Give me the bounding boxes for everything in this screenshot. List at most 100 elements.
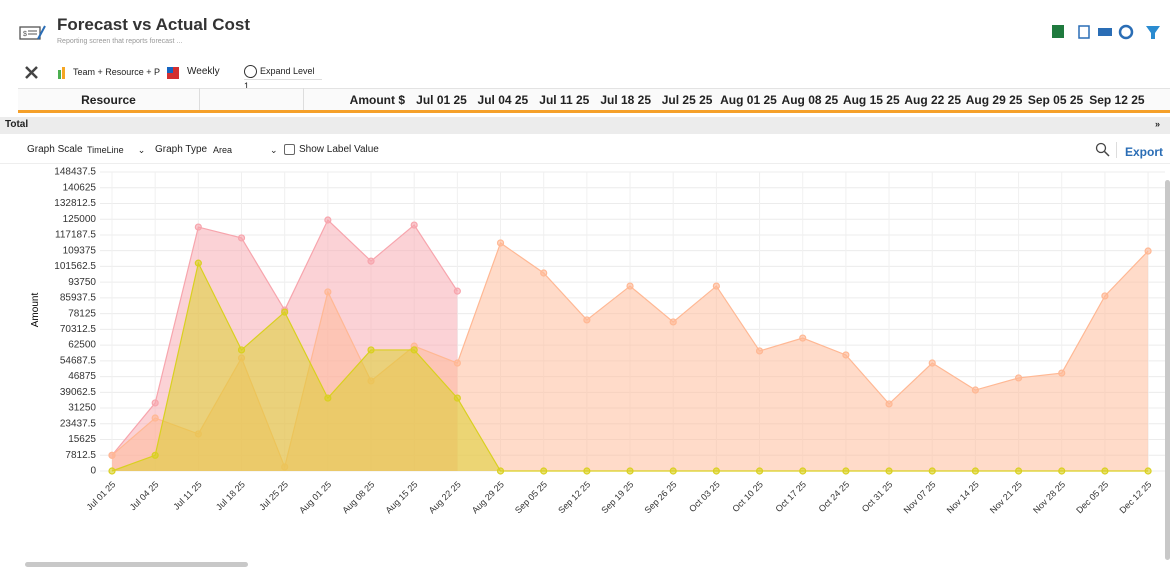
x-tick-label: Sep 26 25 bbox=[643, 479, 679, 515]
data-point bbox=[1144, 467, 1152, 475]
expand-button[interactable]: Expand Level 1 bbox=[244, 64, 322, 91]
date-column-header: Aug 29 25 bbox=[965, 93, 1023, 107]
data-point bbox=[453, 287, 461, 295]
data-point bbox=[1058, 369, 1066, 377]
x-tick-label: Oct 03 25 bbox=[687, 479, 722, 514]
x-tick-label: Jul 01 25 bbox=[85, 479, 118, 512]
data-point bbox=[971, 386, 980, 394]
data-point bbox=[1014, 374, 1023, 382]
filter-icon[interactable] bbox=[1146, 26, 1160, 39]
report-icon: $ bbox=[19, 25, 46, 40]
graph-scale-label: Graph Scale bbox=[27, 144, 83, 155]
y-tick-label: 148437.5 bbox=[54, 167, 96, 178]
data-point bbox=[324, 288, 332, 296]
svg-text:$: $ bbox=[23, 31, 27, 38]
data-point bbox=[540, 467, 548, 475]
date-column-header: Jul 18 25 bbox=[600, 93, 652, 107]
data-point bbox=[755, 467, 764, 475]
x-tick-label: Dec 05 25 bbox=[1074, 479, 1110, 515]
header-accent bbox=[18, 110, 1170, 113]
graph-scale-select[interactable]: TimeLine ⌄ bbox=[87, 145, 146, 155]
data-point bbox=[1101, 292, 1109, 300]
x-tick-label: Aug 08 25 bbox=[340, 479, 376, 515]
data-point bbox=[885, 400, 893, 408]
separator bbox=[0, 163, 1170, 164]
page-title: Forecast vs Actual Cost bbox=[57, 15, 251, 34]
amount-header: Amount $ bbox=[349, 93, 405, 107]
resource-header: Resource bbox=[81, 93, 136, 107]
graph-type-label: Graph Type bbox=[155, 144, 208, 155]
preview-icon[interactable] bbox=[1078, 25, 1090, 39]
x-tick-label: Oct 31 25 bbox=[860, 479, 895, 514]
grouping-selector[interactable]: Team + Resource + P bbox=[73, 67, 161, 77]
x-tick-label: Oct 10 25 bbox=[730, 479, 765, 514]
data-point bbox=[755, 347, 764, 355]
graph-type-select[interactable]: Area ⌄ bbox=[213, 145, 278, 155]
data-point bbox=[583, 316, 591, 324]
x-tick-label: Aug 01 25 bbox=[297, 479, 333, 515]
excel-icon[interactable] bbox=[1052, 25, 1064, 38]
show-label-text: Show Label Value bbox=[299, 144, 379, 155]
data-point bbox=[1058, 467, 1066, 475]
date-column-header: Jul 01 25 bbox=[416, 93, 467, 107]
collapse-icon[interactable]: » bbox=[1155, 119, 1161, 129]
graph-scale-value: TimeLine bbox=[87, 145, 124, 155]
data-point bbox=[496, 467, 505, 475]
period-selector[interactable]: Weekly bbox=[187, 66, 220, 77]
graph-type-value: Area bbox=[213, 145, 233, 155]
x-tick-label: Aug 22 25 bbox=[427, 479, 463, 515]
data-point bbox=[237, 234, 246, 242]
x-tick-label: Jul 04 25 bbox=[128, 479, 161, 512]
data-point bbox=[151, 451, 159, 459]
expand-icon bbox=[244, 65, 257, 79]
data-point bbox=[626, 282, 634, 290]
y-tick-label: 85937.5 bbox=[60, 293, 97, 304]
area-fill bbox=[112, 263, 1149, 471]
y-tick-label: 93750 bbox=[68, 277, 96, 288]
data-point bbox=[669, 318, 677, 326]
y-tick-label: 101562.5 bbox=[54, 261, 96, 272]
show-label-checkbox[interactable] bbox=[284, 144, 295, 155]
y-tick-label: 39062.5 bbox=[60, 387, 97, 398]
x-tick-label: Nov 07 25 bbox=[902, 479, 938, 515]
x-tick-label: Sep 12 25 bbox=[556, 479, 592, 515]
data-point bbox=[842, 351, 850, 359]
zoom-icon[interactable] bbox=[1095, 142, 1111, 158]
y-tick-label: 7812.5 bbox=[65, 450, 96, 461]
data-point bbox=[712, 467, 720, 475]
tools-icon[interactable] bbox=[25, 66, 38, 79]
horizontal-scrollbar[interactable] bbox=[25, 562, 248, 567]
page-subtitle: Reporting screen that reports forecast .… bbox=[57, 38, 183, 45]
date-column-header: Aug 15 25 bbox=[842, 93, 900, 107]
data-point bbox=[453, 359, 461, 367]
data-point bbox=[928, 467, 936, 475]
y-tick-label: 140625 bbox=[63, 182, 97, 193]
y-tick-label: 23437.5 bbox=[60, 418, 97, 429]
export-button[interactable]: Export bbox=[1125, 145, 1164, 159]
data-point bbox=[669, 467, 677, 475]
data-point bbox=[540, 269, 548, 277]
data-point bbox=[496, 239, 505, 247]
data-point bbox=[108, 467, 116, 475]
print-icon[interactable] bbox=[1098, 28, 1112, 36]
data-point bbox=[194, 259, 202, 267]
y-tick-label: 117187.5 bbox=[55, 230, 96, 241]
y-tick-label: 46875 bbox=[68, 371, 96, 382]
date-column-header: Jul 11 25 bbox=[539, 93, 590, 107]
total-row[interactable] bbox=[0, 117, 1170, 134]
data-point bbox=[324, 394, 332, 402]
date-column-header: Se bbox=[1148, 93, 1170, 107]
date-column-header: Sep 12 25 bbox=[1089, 93, 1145, 107]
data-point bbox=[453, 394, 461, 402]
data-point bbox=[928, 359, 936, 367]
column-divider bbox=[199, 88, 200, 110]
date-column-header: Sep 05 25 bbox=[1027, 93, 1084, 107]
y-tick-label: 109375 bbox=[63, 245, 97, 256]
data-point bbox=[1014, 467, 1023, 475]
header-actions bbox=[1052, 24, 1160, 40]
data-point bbox=[971, 467, 980, 475]
vertical-scrollbar[interactable] bbox=[1165, 180, 1170, 560]
refresh-icon[interactable] bbox=[1118, 24, 1134, 40]
data-point bbox=[281, 308, 289, 316]
